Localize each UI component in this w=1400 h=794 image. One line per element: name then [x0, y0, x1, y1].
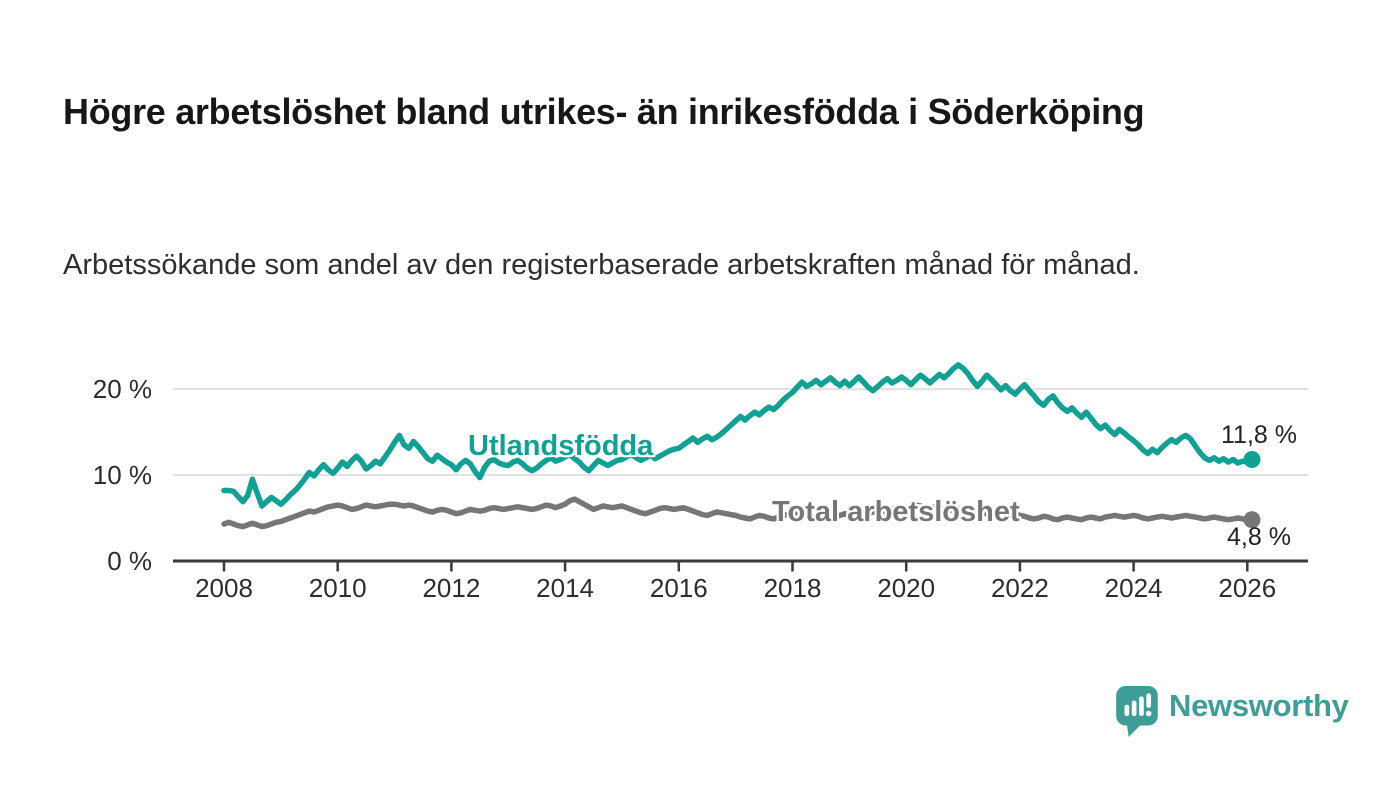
x-axis-tick-label: 2020 — [877, 573, 936, 603]
x-axis-tick-label: 2010 — [308, 573, 367, 603]
x-axis-tick-label: 2016 — [649, 573, 708, 603]
series-line-1 — [221, 496, 1255, 530]
speech-bubble-bar-chart-icon — [1116, 686, 1158, 737]
x-axis-tick-label: 2022 — [990, 573, 1049, 603]
page-title: Högre arbetslöshet bland utrikes- än inr… — [63, 91, 1145, 133]
x-axis-tick-label: 2014 — [536, 573, 595, 603]
x-axis-tick-label: 2012 — [422, 573, 481, 603]
end-value-label-total-arbetsloshet: 4,8 % — [1227, 523, 1291, 551]
newsworthy-logo-text: Newsworthy — [1169, 688, 1349, 723]
y-axis-tick-label: 0 % — [107, 546, 152, 576]
end-value-label-utlandsfodda: 11,8 % — [1221, 421, 1297, 449]
series-label-total-arbetsloshet: Total arbetslöshet — [772, 496, 1020, 528]
page-subtitle: Arbetssökande som andel av den registerb… — [63, 249, 1140, 281]
x-axis-tick-label: 2024 — [1104, 573, 1163, 603]
y-axis-tick-label: 20 % — [92, 374, 152, 404]
y-axis-tick-label: 10 % — [92, 460, 152, 490]
x-axis-tick-label: 2026 — [1218, 573, 1277, 603]
series-end-dot-1 — [1243, 511, 1261, 529]
x-axis-tick-label: 2018 — [763, 573, 822, 603]
x-axis-tick-label: 2008 — [195, 573, 253, 603]
series-label-utlandsfodda: Utlandsfödda — [468, 430, 654, 462]
newsworthy-logo: Newsworthy — [1116, 686, 1349, 738]
series-end-dot-0 — [1243, 451, 1261, 468]
series-line-0 — [221, 362, 1255, 509]
